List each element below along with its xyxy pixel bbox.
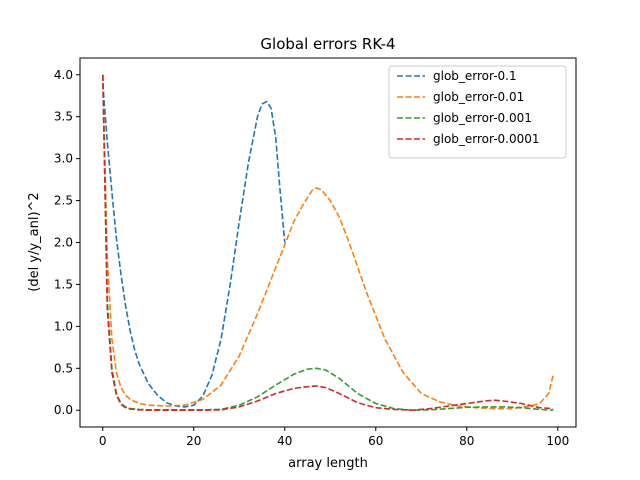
y-tick-label: 1.5 bbox=[54, 277, 73, 291]
y-tick-label: 2.5 bbox=[54, 194, 73, 208]
legend-box bbox=[388, 65, 567, 159]
y-tick-label: 2.0 bbox=[54, 236, 73, 250]
y-axis-label: (del y/y_anl)^2 bbox=[27, 192, 42, 291]
legend-entry: glob_error-0.001 bbox=[433, 111, 532, 125]
series-lines bbox=[102, 74, 554, 412]
y-tick-label: 3.5 bbox=[54, 110, 73, 124]
legend-entry: glob_error-0.0001 bbox=[433, 132, 540, 146]
series-line-1 bbox=[102, 83, 286, 408]
y-axis: 0.0 0.5 1.0 1.5 2.0 2.5 3.0 3.5 4.0 bbox=[54, 68, 80, 417]
legend-entry: glob_error-0.01 bbox=[433, 90, 524, 104]
x-tick-label: 100 bbox=[546, 434, 569, 448]
x-axis-label: array length bbox=[288, 456, 368, 471]
y-tick-label: 3.0 bbox=[54, 152, 73, 166]
x-tick-label: 20 bbox=[186, 434, 201, 448]
chart-title: Global errors RK-4 bbox=[260, 35, 395, 53]
series-line-3 bbox=[102, 74, 554, 412]
x-axis: 0 20 40 60 80 100 bbox=[99, 427, 569, 448]
series-line-4 bbox=[102, 74, 554, 412]
x-tick-label: 0 bbox=[99, 434, 107, 448]
x-tick-label: 80 bbox=[459, 434, 474, 448]
legend: glob_error-0.1 glob_error-0.01 glob_error-… bbox=[388, 65, 567, 159]
legend-entry: glob_error-0.1 bbox=[433, 69, 517, 83]
y-tick-label: 0.5 bbox=[54, 361, 73, 375]
y-tick-label: 1.0 bbox=[54, 319, 73, 333]
y-tick-label: 4.0 bbox=[54, 68, 73, 82]
x-tick-label: 60 bbox=[368, 434, 383, 448]
y-tick-label: 0.0 bbox=[54, 403, 73, 417]
x-tick-label: 40 bbox=[277, 434, 292, 448]
